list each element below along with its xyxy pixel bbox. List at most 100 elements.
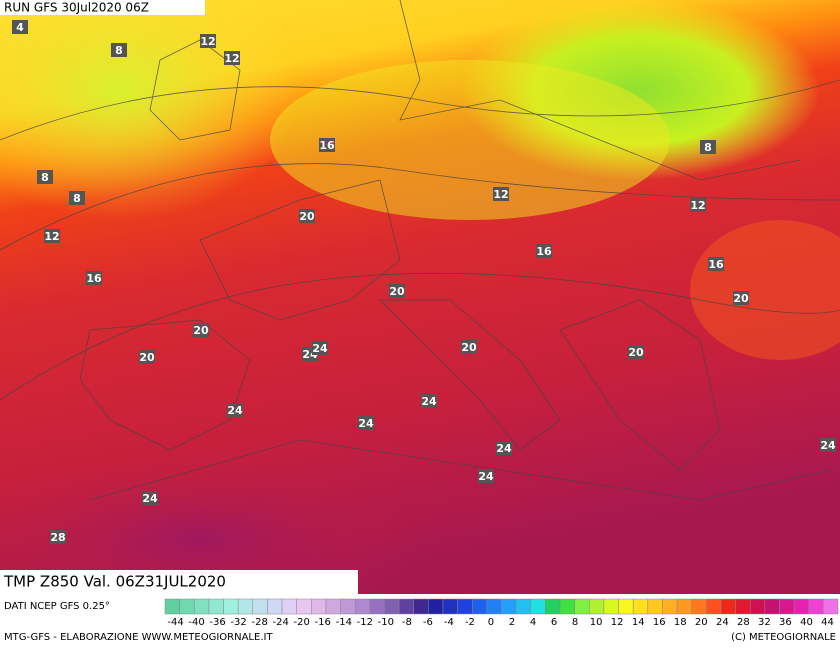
contour-label: 4: [16, 21, 24, 34]
contour-label: 24: [227, 404, 243, 417]
scale-label: 16: [653, 617, 666, 628]
label-box: [142, 491, 158, 505]
scale-cell: [325, 598, 341, 615]
contour-label: 24: [496, 442, 512, 455]
scale-label: -14: [336, 617, 352, 628]
scale-cell: [603, 598, 619, 615]
scale-cell: [471, 598, 488, 615]
scale-label: 18: [674, 617, 687, 628]
scale-label: 36: [779, 617, 792, 628]
contour-label: 12: [493, 188, 508, 201]
scale-cell: [457, 598, 473, 615]
scale-cell: [223, 598, 239, 615]
scale-cell: [428, 598, 444, 615]
contour-label: 16: [708, 258, 724, 271]
scale-cell: [354, 598, 371, 615]
scale-label: 20: [695, 617, 708, 628]
scale-cell: [749, 598, 766, 615]
contour-label: 20: [299, 210, 315, 223]
label-box: [12, 20, 28, 34]
scale-cell: [793, 598, 809, 615]
scale-cell: [764, 598, 780, 615]
label-box: [37, 170, 53, 184]
scale-cell: [574, 598, 590, 615]
scale-label: 12: [611, 617, 624, 628]
contour-label: 8: [115, 44, 123, 57]
contour-label: 20: [628, 346, 644, 359]
scale-label: 32: [758, 617, 771, 628]
contour-label: 24: [358, 417, 374, 430]
contour-label: 12: [44, 230, 59, 243]
scale-cell: [194, 598, 210, 615]
scale-cell: [720, 598, 736, 615]
contour-label: 24: [142, 492, 158, 505]
scale-cell: [384, 598, 400, 615]
contour-label: 20: [389, 285, 405, 298]
contour-label: 20: [733, 292, 749, 305]
scale-cell: [267, 598, 283, 615]
label-box: [628, 345, 644, 359]
label-box: [224, 51, 240, 65]
scale-cell: [632, 598, 649, 615]
scale-cell: [442, 598, 458, 615]
label-box: [421, 394, 437, 408]
scale-cell: [164, 598, 180, 615]
label-box: [389, 284, 405, 298]
scale-cell: [369, 598, 385, 615]
map: [0, 0, 840, 620]
label-box: [111, 43, 127, 57]
contour-label: 8: [73, 192, 81, 205]
scale-cell: [398, 598, 414, 615]
scale-cell: [779, 598, 795, 615]
scale-label: -2: [465, 617, 475, 628]
label-box: [139, 350, 155, 364]
scale-cell: [691, 598, 707, 615]
scale-label: 6: [551, 617, 557, 628]
scale-label: 4: [530, 617, 536, 628]
label-box: [69, 191, 85, 205]
label-box: [700, 140, 716, 154]
contour-label: 24: [478, 470, 494, 483]
label-box: [536, 244, 552, 258]
contour-label: 24: [312, 342, 328, 355]
contour-label: 12: [200, 35, 215, 48]
scale-cell: [545, 598, 561, 615]
scale-label: -32: [230, 617, 246, 628]
scale-label: 44: [821, 617, 834, 628]
data-source: DATI NCEP GFS 0.25°: [4, 601, 110, 612]
scale-cell: [237, 598, 254, 615]
contour-label: 8: [704, 141, 712, 154]
scale-label: -10: [378, 617, 394, 628]
label-box: [86, 271, 102, 285]
contour-label: 28: [50, 531, 65, 544]
contour-label: 16: [86, 272, 102, 285]
label-box: [44, 229, 60, 243]
contour-label: 16: [319, 139, 335, 152]
run-info: RUN GFS 30Jul2020 06Z: [4, 1, 149, 15]
scale-cell: [647, 598, 663, 615]
scale-label: 14: [632, 617, 645, 628]
label-box: [496, 441, 512, 455]
copyright: (C) METEOGIORNALE: [731, 632, 836, 643]
label-box: [312, 341, 328, 355]
scale-label: -20: [294, 617, 310, 628]
scale-cell: [808, 598, 824, 615]
scale-label: 24: [716, 617, 729, 628]
contour-label: 20: [139, 351, 155, 364]
scale-cell: [311, 598, 327, 615]
color-scale: -44 -40 -36 -32 -28 -24 -20 -16 -14 -12 -10 -8 -6 -4-…: [164, 598, 839, 628]
contour-label: 8: [41, 171, 49, 184]
scale-label: -6: [423, 617, 433, 628]
label-box: [820, 438, 836, 452]
scale-cell: [413, 598, 429, 615]
scale-cell: [823, 598, 839, 615]
contour-label: 20: [193, 324, 209, 337]
scale-cell: [281, 598, 297, 615]
scale-cell: [252, 598, 268, 615]
contour-label: 20: [461, 341, 477, 354]
scale-cell: [618, 598, 634, 615]
label-box: [193, 323, 209, 337]
scale-label: -16: [315, 617, 331, 628]
contour-label: 24: [820, 439, 836, 452]
